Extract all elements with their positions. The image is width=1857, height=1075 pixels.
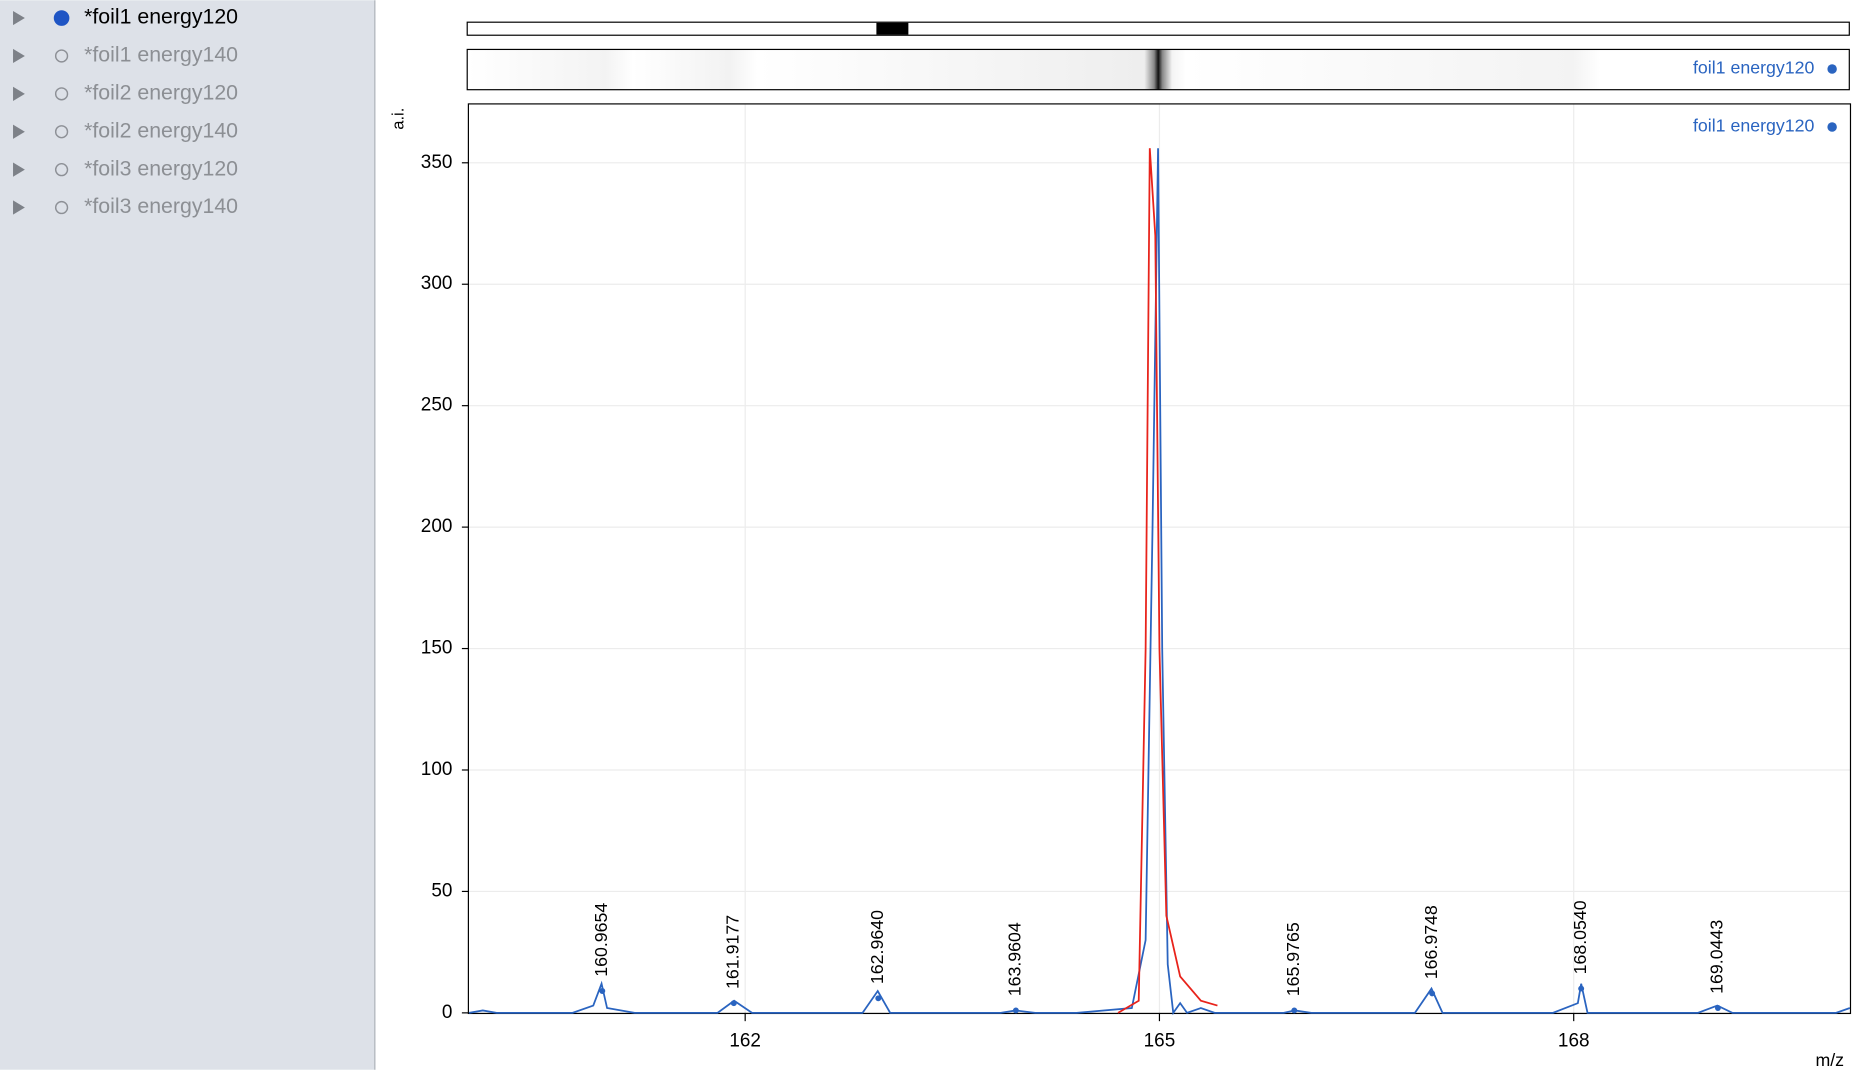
y-tick-label: 350 xyxy=(421,152,453,173)
peak-label: 166.9748 xyxy=(1421,905,1441,979)
expand-arrow[interactable] xyxy=(13,124,25,139)
peak-label: 162.9640 xyxy=(867,910,887,984)
y-tick-label: 250 xyxy=(421,395,453,416)
sidebar-item[interactable]: *foil2 energy120 xyxy=(84,80,238,104)
peak-label: 169.0443 xyxy=(1707,920,1727,994)
y-tick-label: 300 xyxy=(421,273,453,294)
x-tick-label: 165 xyxy=(1144,1030,1176,1051)
status-dot[interactable] xyxy=(54,200,69,215)
y-tick-label: 50 xyxy=(431,880,452,901)
expand-arrow[interactable] xyxy=(13,200,25,215)
status-dot[interactable] xyxy=(54,125,69,139)
expand-arrow[interactable] xyxy=(13,86,25,101)
y-tick-label: 100 xyxy=(421,759,453,780)
x-axis-label: m/z xyxy=(1815,1050,1844,1070)
overview-legend-dot xyxy=(1827,64,1837,74)
y-tick-label: 0 xyxy=(442,1002,453,1023)
x-tick-label: 168 xyxy=(1558,1030,1590,1051)
spectrum-line xyxy=(1117,148,1218,1014)
peak-marker xyxy=(1429,990,1436,997)
sidebar-item[interactable]: *foil1 energy120 xyxy=(84,5,238,29)
status-dot[interactable] xyxy=(53,10,70,26)
sidebar-item[interactable]: *foil2 energy140 xyxy=(84,118,238,142)
peak-marker xyxy=(1012,1007,1019,1014)
sidebar-item[interactable]: *foil3 energy120 xyxy=(84,156,238,180)
status-dot[interactable] xyxy=(54,87,69,101)
y-tick-label: 200 xyxy=(421,516,453,537)
peak-marker xyxy=(875,995,882,1002)
sidebar-item[interactable]: *foil1 energy140 xyxy=(84,43,238,67)
overview-window[interactable] xyxy=(876,22,909,35)
legend-dot xyxy=(1827,122,1837,132)
expand-arrow[interactable] xyxy=(13,162,25,177)
overview-bar xyxy=(466,21,1850,36)
legend-label: foil1 energy120 xyxy=(1693,116,1815,136)
expand-arrow[interactable] xyxy=(13,48,25,64)
status-dot[interactable] xyxy=(54,163,69,177)
sidebar-item[interactable]: *foil3 energy140 xyxy=(84,194,238,218)
expand-arrow[interactable] xyxy=(13,10,25,26)
x-tick-label: 162 xyxy=(729,1030,761,1051)
y-axis-label: a.i. xyxy=(388,108,407,130)
peak-label: 163.9604 xyxy=(1005,922,1025,996)
peak-marker xyxy=(599,988,606,994)
peak-label: 161.9177 xyxy=(722,915,742,989)
status-dot[interactable] xyxy=(54,49,69,63)
plot-frame xyxy=(467,103,1852,1015)
plot: 0 50 100 150 200 250 300 350 162 165 168 a.i. m/z 160… xyxy=(388,103,1852,1070)
y-tick-label: 150 xyxy=(421,638,453,659)
overview-legend: foil1 energy120 xyxy=(1693,58,1815,78)
peak-marker xyxy=(1714,1005,1721,1011)
peak-label: 168.0540 xyxy=(1570,900,1590,974)
heatmap-strip xyxy=(466,48,1850,91)
peak-marker xyxy=(1578,985,1585,992)
peak-label: 165.9765 xyxy=(1283,922,1303,996)
sidebar-list: *foil1 energy120 *foil1 energy140 *foil2 e… xyxy=(13,5,238,218)
sidebar xyxy=(0,0,375,1070)
peak-label: 160.9654 xyxy=(591,903,611,977)
peak-marker xyxy=(730,1000,737,1007)
peak-marker xyxy=(1291,1007,1298,1014)
spectrum-line xyxy=(468,148,1851,1016)
